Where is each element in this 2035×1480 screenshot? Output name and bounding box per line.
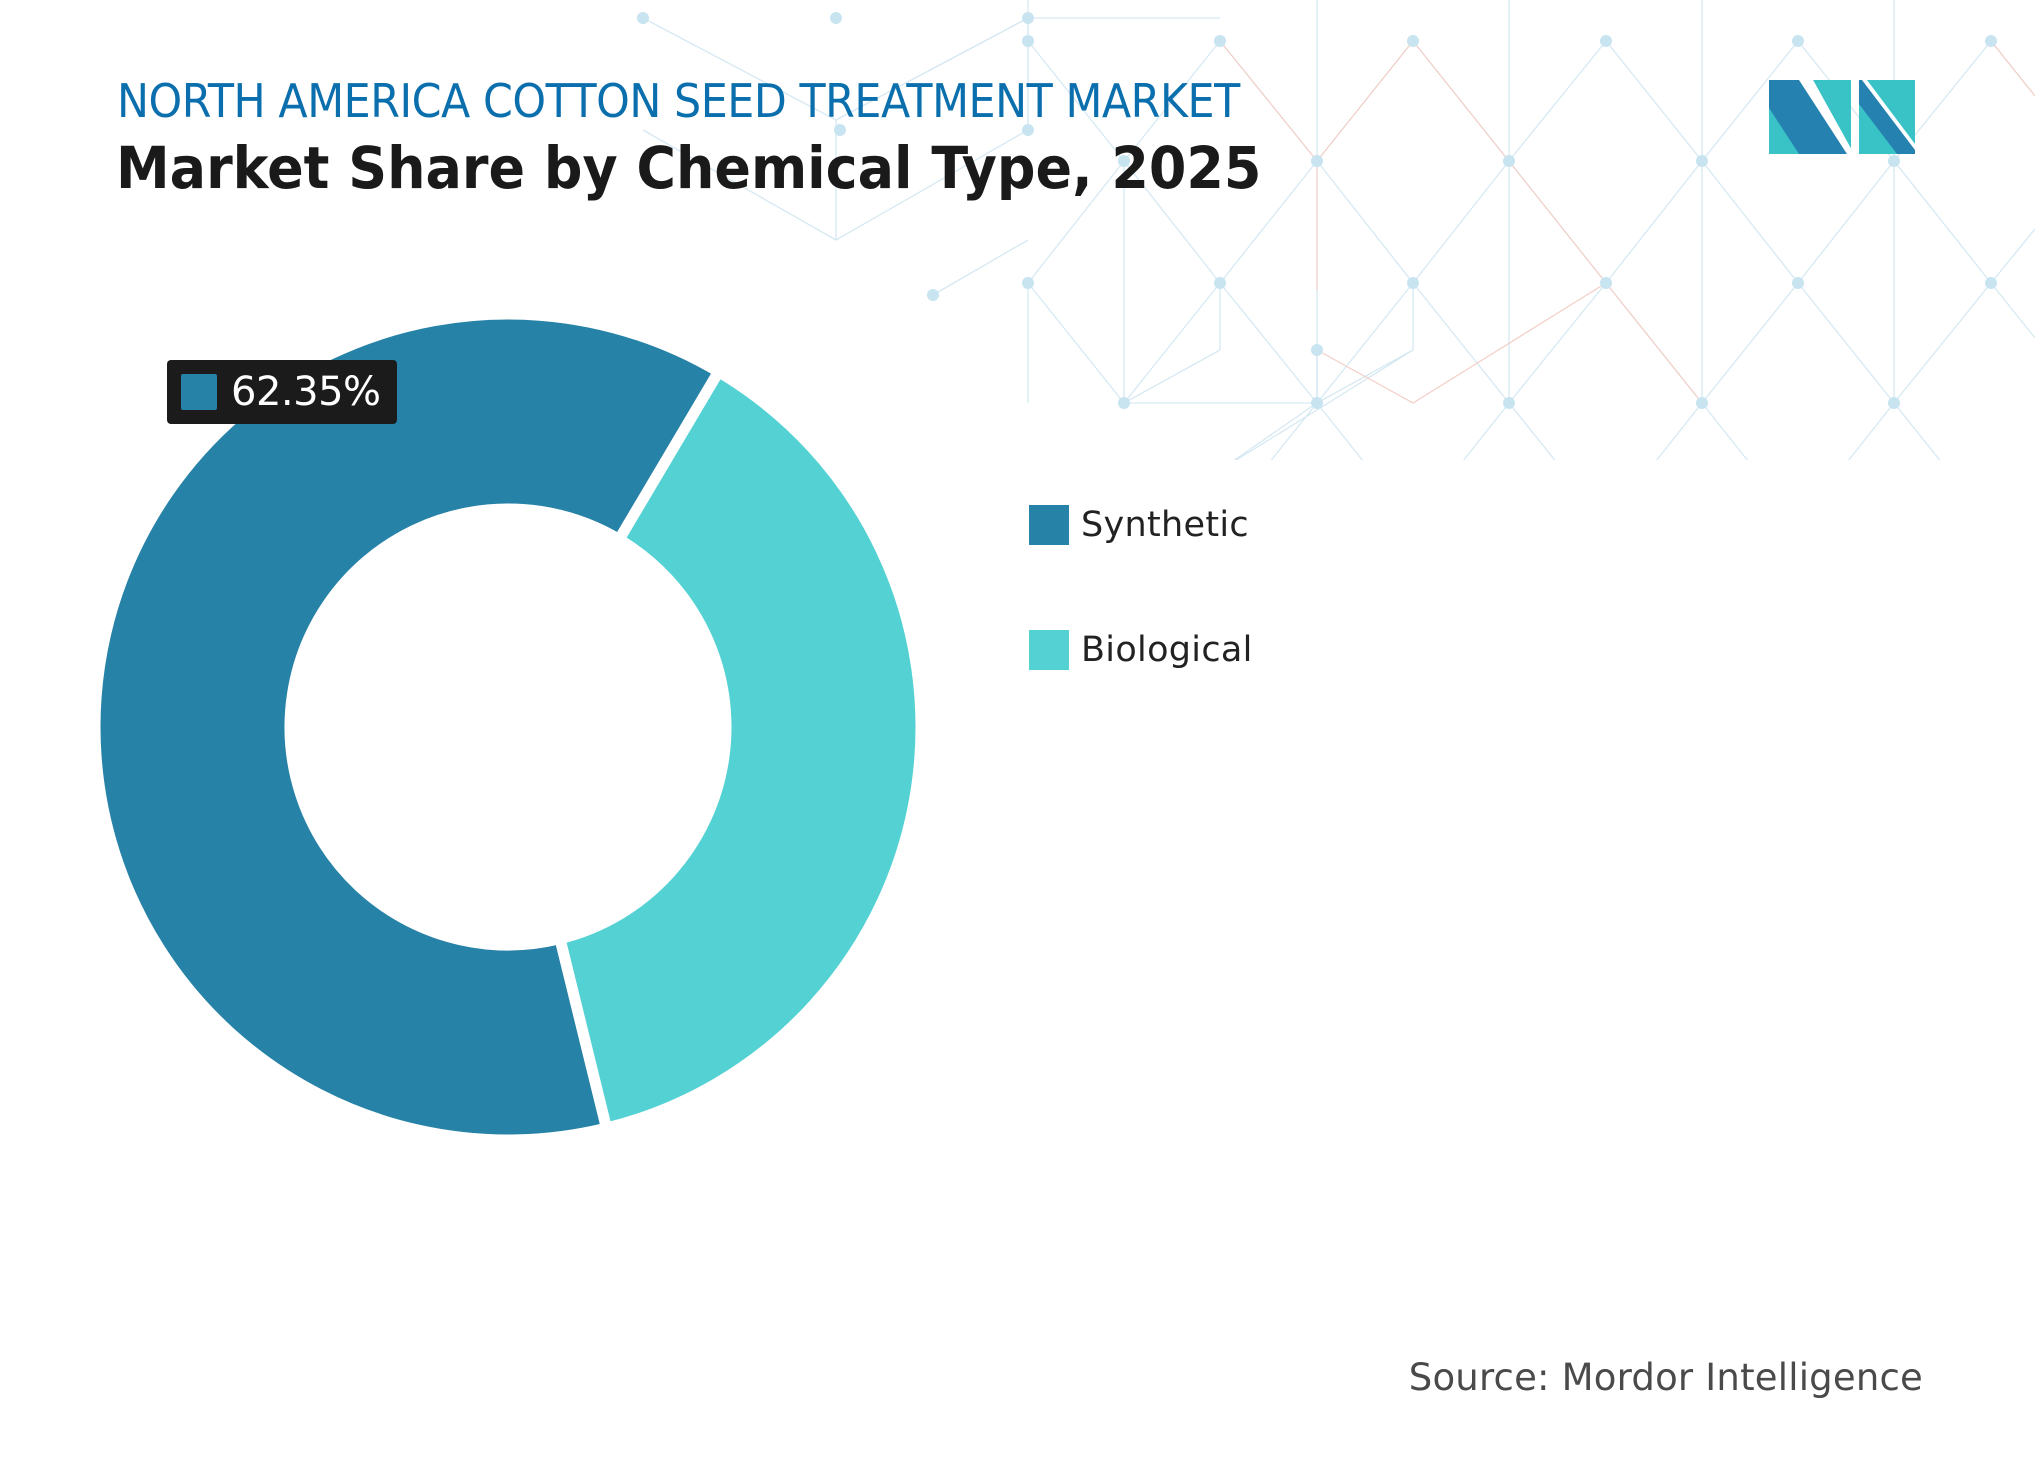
legend-item-synthetic[interactable]: Synthetic	[1029, 500, 1253, 550]
chart-legend: Synthetic Biological	[1029, 500, 1253, 750]
background-network-pattern	[637, 0, 2035, 460]
legend-label-biological: Biological	[1081, 630, 1253, 670]
source-text: Source: Mordor Intelligence	[1408, 1356, 1923, 1399]
legend-swatch-synthetic	[1029, 505, 1069, 545]
data-label-synthetic: 62.35%	[167, 360, 397, 424]
data-label-swatch	[181, 374, 217, 410]
mordor-intelligence-logo-icon	[1769, 80, 1915, 154]
chart-subtitle: NORTH AMERICA COTTON SEED TREATMENT MARK…	[117, 74, 1240, 128]
chart-title: Market Share by Chemical Type, 2025	[116, 134, 1262, 202]
legend-item-biological[interactable]: Biological	[1029, 625, 1253, 675]
legend-swatch-biological	[1029, 630, 1069, 670]
legend-label-synthetic: Synthetic	[1081, 505, 1249, 545]
donut-segment-biological[interactable]	[553, 364, 927, 1135]
data-label-value: 62.35%	[231, 369, 381, 415]
donut-segment-synthetic[interactable]	[89, 308, 727, 1146]
